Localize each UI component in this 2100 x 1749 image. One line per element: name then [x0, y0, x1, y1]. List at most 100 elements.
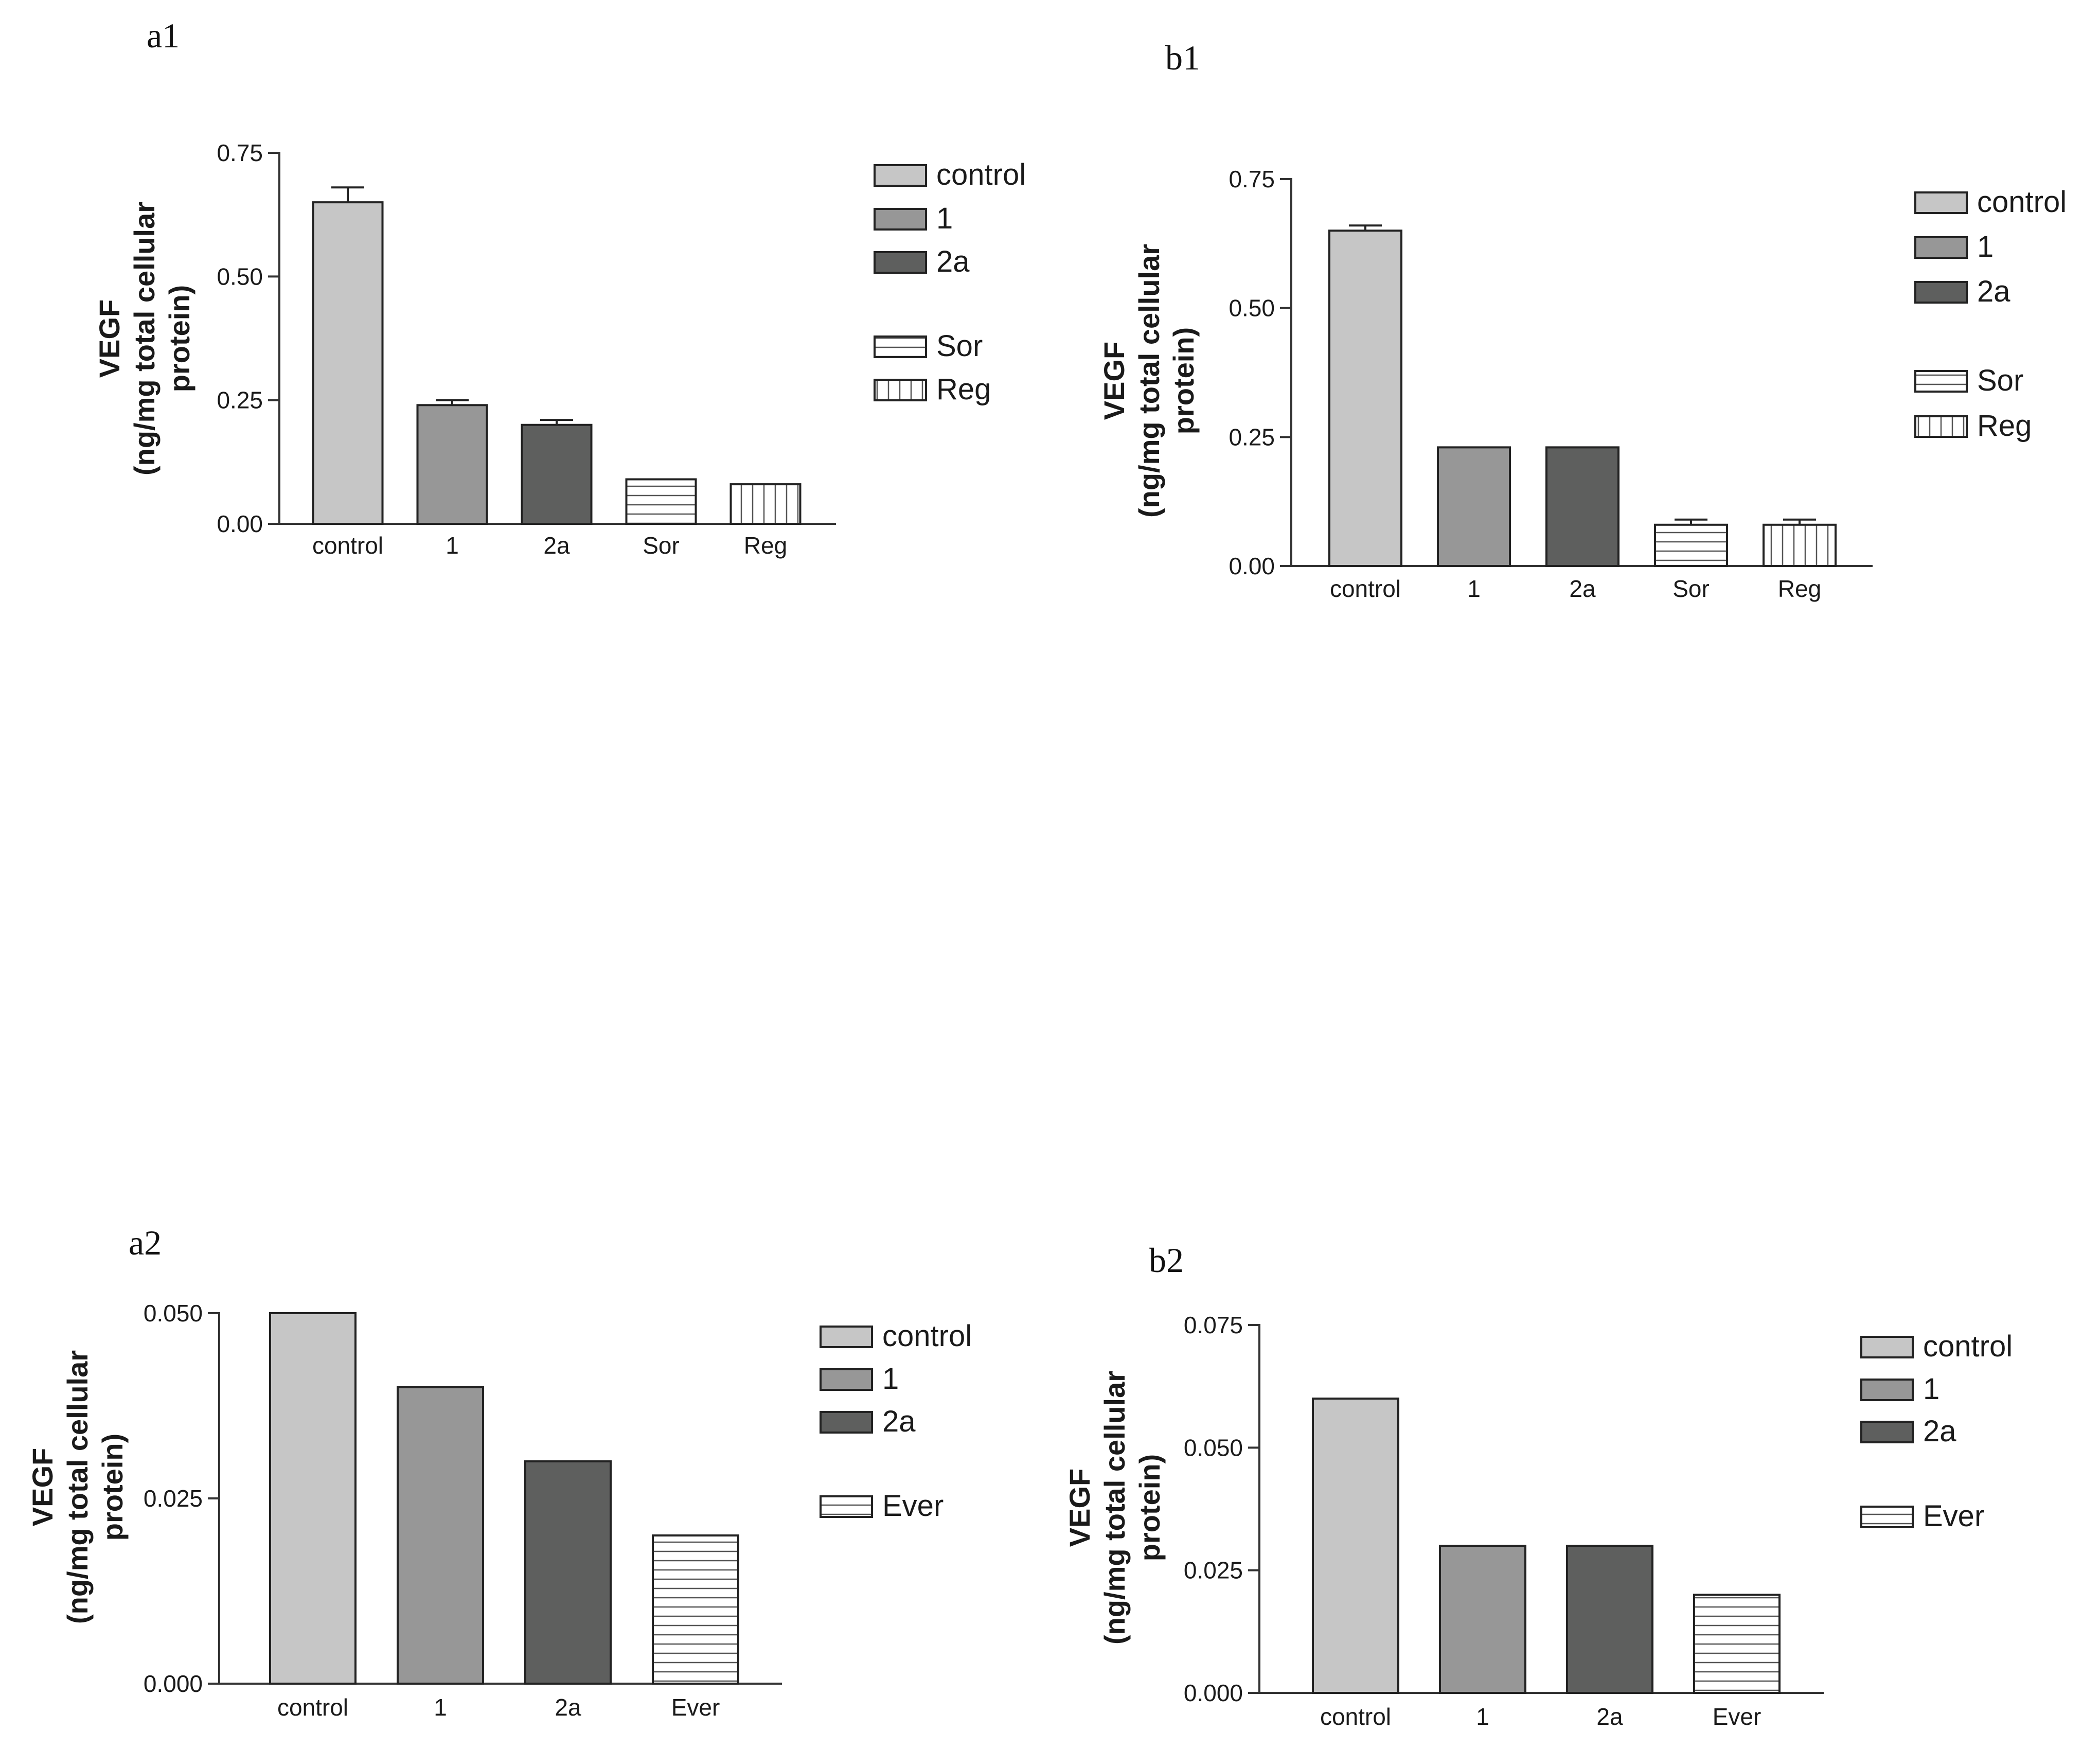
y-tick-label: 0.50	[217, 263, 263, 290]
legend-label: control	[1923, 1330, 2013, 1363]
legend-label: control	[936, 158, 1026, 191]
x-tick-label: 1	[446, 532, 459, 559]
bar-2a	[521, 423, 593, 525]
legend: control 1 2a Sor Reg	[1914, 185, 2067, 443]
y-axis-label: (ng/mg total cellular	[128, 202, 161, 475]
y-axis-label: protein)	[96, 1434, 129, 1541]
bar-control	[269, 1312, 357, 1685]
x-tick-label: 1	[1476, 1703, 1489, 1730]
legend: control 1 2a Ever	[1860, 1330, 2013, 1533]
bar-1	[416, 404, 488, 525]
legend-label: Sor	[1977, 364, 2023, 397]
bar-1	[1437, 446, 1511, 567]
legend-label: Reg	[1977, 409, 2032, 443]
y-tick-label: 0.000	[1184, 1680, 1243, 1706]
x-tick-label: 2a	[1596, 1703, 1623, 1730]
y-axis-label: VEGF	[26, 1448, 59, 1526]
legend-swatch-1	[1860, 1379, 1914, 1401]
y-axis-label: VEGF	[1063, 1469, 1096, 1547]
legend-swatch-1	[1914, 236, 1968, 259]
legend-swatch-sor	[1914, 370, 1968, 393]
legend-swatch-reg	[874, 379, 927, 401]
y-tick-label: 0.050	[144, 1300, 203, 1327]
legend-label: control	[1977, 185, 2067, 219]
legend-label: 2a	[1923, 1415, 1956, 1448]
legend-label: 1	[1923, 1372, 1939, 1406]
y-tick-label: 0.25	[1229, 423, 1275, 450]
legend-swatch-control	[820, 1326, 873, 1348]
legend-swatch-ever	[820, 1495, 873, 1518]
panel-label: a1	[147, 16, 180, 55]
legend-label: Ever	[1923, 1499, 1984, 1533]
y-axis-label: (ng/mg total cellular	[1133, 244, 1165, 518]
legend: control 1 2a Sor Reg	[874, 158, 1026, 406]
y-tick-label: 0.050	[1184, 1434, 1243, 1461]
legend-swatch-control	[874, 164, 927, 187]
bar-ever	[652, 1534, 739, 1685]
legend-swatch-control	[1914, 191, 1968, 214]
bar-1	[397, 1386, 484, 1685]
chart-a1: a1 0.00 0.25 0.50 0.75 VEGF (ng/mg total cellu…	[93, 16, 1026, 559]
legend-swatch-control	[1860, 1336, 1914, 1358]
bar-control	[1328, 229, 1402, 567]
y-tick-label: 0.25	[217, 387, 263, 414]
legend-swatch-1	[874, 208, 927, 231]
x-tick-label: 2a	[1569, 575, 1596, 602]
bar-sor	[1654, 523, 1728, 568]
legend-label: Sor	[936, 329, 983, 363]
x-tick-label: Sor	[643, 532, 680, 559]
y-tick-label: 0.025	[144, 1485, 203, 1512]
bar-2a	[1566, 1545, 1653, 1694]
legend: control 1 2a Ever	[820, 1319, 972, 1523]
bar-reg	[729, 483, 802, 525]
bar-1	[1439, 1545, 1526, 1694]
x-tick-label: control	[277, 1694, 348, 1721]
legend-swatch-2a	[874, 251, 927, 274]
bar-control	[312, 201, 384, 525]
chart-b2: b2 0.000 0.025 0.050 0.075 VEGF (ng/mg total c…	[1063, 1241, 2013, 1730]
x-tick-label: control	[312, 532, 383, 559]
x-tick-label: Sor	[1672, 575, 1710, 602]
y-tick-label: 0.75	[217, 139, 263, 166]
legend-swatch-reg	[1914, 415, 1968, 438]
x-tick-label: control	[1320, 1703, 1391, 1730]
legend-swatch-2a	[1914, 281, 1968, 304]
legend-label: control	[882, 1319, 972, 1353]
bar-2a	[524, 1460, 612, 1685]
x-tick-label: Reg	[744, 532, 787, 559]
panel-label: b1	[1165, 38, 1200, 77]
x-tick-label: Ever	[1713, 1703, 1761, 1730]
x-tick-label: control	[1330, 575, 1401, 602]
chart-a2: a2 0.000 0.025 0.050 VEGF (ng/mg total cellul…	[26, 1223, 972, 1721]
y-axis-label: (ng/mg total cellular	[1098, 1371, 1131, 1645]
y-tick-label: 0.00	[1229, 553, 1275, 579]
bar-2a	[1545, 446, 1620, 567]
legend-label: 2a	[1977, 275, 2010, 308]
legend-swatch-2a	[1860, 1421, 1914, 1443]
y-tick-label: 0.75	[1229, 166, 1275, 192]
y-tick-label: 0.075	[1184, 1312, 1243, 1338]
legend-label: 2a	[882, 1405, 916, 1438]
x-tick-label: 2a	[543, 532, 570, 559]
x-tick-label: Ever	[671, 1694, 720, 1721]
legend-label: Ever	[882, 1489, 944, 1523]
panel-label: b2	[1149, 1241, 1184, 1280]
legend-swatch-sor	[874, 335, 927, 358]
x-tick-label: 2a	[555, 1694, 581, 1721]
bar-control	[1312, 1398, 1399, 1694]
bar-reg	[1763, 523, 1837, 568]
y-axis-label: (ng/mg total cellular	[61, 1350, 94, 1624]
y-tick-label: 0.025	[1184, 1557, 1243, 1584]
y-axis-label: protein)	[1133, 1454, 1166, 1561]
chart-b1: b1 0.00 0.25 0.50 0.75 VEGF (ng/mg total cellu…	[1098, 38, 2067, 602]
panel-label: a2	[129, 1223, 162, 1262]
y-axis-label: protein)	[163, 285, 195, 392]
legend-label: Reg	[936, 373, 991, 406]
legend-label: 1	[936, 202, 953, 235]
x-tick-label: 1	[434, 1694, 447, 1721]
legend-label: 1	[1977, 230, 1994, 263]
bar-ever	[1693, 1594, 1781, 1694]
y-tick-label: 0.50	[1229, 295, 1275, 322]
legend-swatch-ever	[1860, 1506, 1914, 1528]
